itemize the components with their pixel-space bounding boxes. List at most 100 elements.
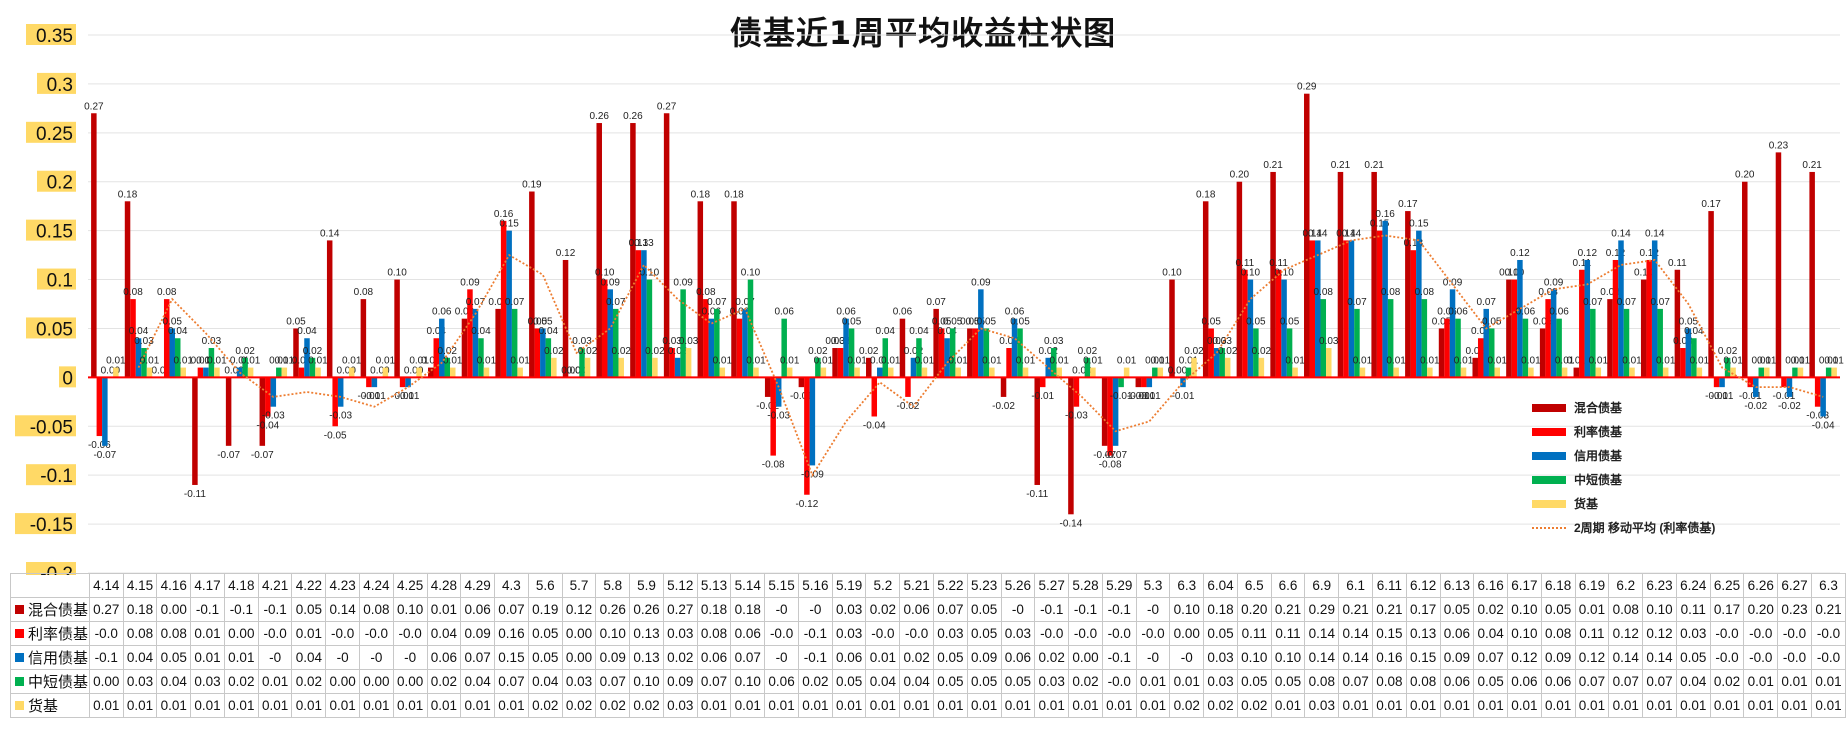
bar [545,338,552,378]
bar [1371,171,1377,378]
table-cell: 0.01 [223,693,259,718]
data-label: 0.05 [1482,316,1502,327]
table-cell: 0.05 [966,597,1002,622]
bar [921,367,928,378]
data-label: 0.03 [1044,336,1064,347]
data-label: 0.04 [909,326,929,337]
bar [1185,367,1192,378]
table-cell: 0.02 [1236,693,1272,718]
bar [1090,367,1096,378]
legend-swatch [1532,404,1566,412]
table-cell: 0.05 [831,669,867,694]
table-cell: 0.03 [1034,669,1070,694]
table-cell: -0.0 [1709,621,1745,646]
table-cell: 0.26 [629,597,664,622]
bar [1084,357,1091,378]
data-label: -0.01 [1711,391,1734,402]
category-label: 5.3 [1135,573,1171,598]
data-label: 0.01 [870,356,890,367]
bar [1208,328,1214,378]
bar [281,367,288,378]
bar [416,367,422,378]
data-label: 0.10 [1274,268,1294,279]
table-cell: -0.0 [1743,645,1779,670]
data-label: 0.14 [1303,228,1323,239]
data-label: 0.11 [1572,258,1591,269]
table-cell: 0.01 [1675,693,1711,718]
data-label: 0.02 [808,346,828,357]
bar [1764,367,1770,378]
data-label: 0.03 [825,336,845,347]
table-cell: 0.17 [1405,597,1441,622]
data-label: 0.01 [1117,356,1137,367]
data-label: 0.01 [982,356,1002,367]
table-cell: 0.08 [1540,621,1576,646]
table-cell: 0.05 [1236,669,1272,694]
bar [130,299,136,378]
data-label: -0.07 [1104,450,1127,461]
data-label: 0.07 [1650,297,1670,308]
table-cell: 0.05 [1439,597,1475,622]
bar [551,357,557,378]
data-label: 0.10 [1241,268,1261,279]
data-label: 0.05 [960,316,980,327]
data-label: 0.01 [173,356,193,367]
data-label: 0.10 [1499,268,1519,279]
table-cell: 0.21 [1371,597,1407,622]
data-label: 0.05 [977,316,997,327]
table-cell: 0.05 [1473,669,1509,694]
bar [1561,367,1568,378]
category-label: 5.21 [899,573,935,598]
table-cell: 0.00 [392,669,428,694]
data-label: 0.14 [1342,228,1362,239]
table-cell: 0.01 [1743,693,1779,718]
bar [1180,377,1186,388]
category-label: 6.24 [1675,573,1711,598]
bar [775,377,782,407]
data-label: 0.01 [140,356,160,367]
table-cell: 0.01 [257,669,293,694]
data-label: 0.01 [1622,356,1642,367]
data-label: 0.26 [589,111,609,122]
bar [1050,348,1057,378]
bar [1045,357,1051,378]
ytick-label: -0.2 [40,564,73,575]
table-cell: 0.02 [1034,645,1070,670]
table-cell: -0.0 [1101,669,1137,694]
data-label: 0.07 [505,297,525,308]
data-label: 0.01 [1353,356,1373,367]
data-label: 0.14 [1645,228,1665,239]
bar [1427,367,1433,378]
table-cell: 0.03 [831,597,867,622]
bar [174,338,181,378]
bar [242,357,248,378]
bar [1730,367,1736,378]
table-cell: 0.09 [966,645,1002,670]
table-cell: 0.01 [190,645,225,670]
bar [203,367,209,378]
table-cell: 0.14 [1304,645,1340,670]
table-cell: -0.1 [1101,597,1137,622]
table-cell: 0.00 [223,621,259,646]
data-label: 0.12 [1639,248,1659,259]
data-label: 0.06 [730,307,750,318]
ytick-highlight [37,170,76,192]
data-label: -0.11 [1026,489,1048,500]
series-name: 中短债基 [28,674,89,691]
table-cell: 0.06 [1439,669,1475,694]
table-cell: 0.05 [1675,645,1711,670]
bar [1528,367,1534,378]
bar [1781,377,1787,388]
table-cell: 0.02 [1709,669,1745,694]
data-label: 0.04 [129,326,149,337]
bar [731,201,737,378]
data-label: 0.14 [1336,228,1356,239]
bar [848,328,855,378]
data-label: 0.26 [623,111,643,122]
table-cell: -0.1 [1034,597,1070,622]
bar [1006,348,1012,378]
table-cell: -0.0 [392,621,428,646]
category-label: 6.25 [1709,573,1745,598]
legend-label: 信用债基 [1574,448,1623,463]
bar [534,328,541,378]
